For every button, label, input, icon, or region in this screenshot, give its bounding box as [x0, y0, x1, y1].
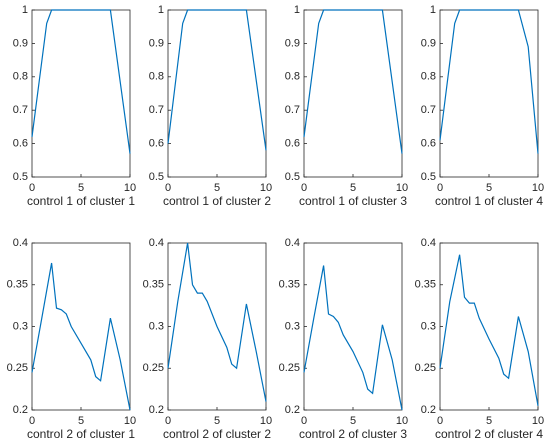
data-line	[167, 242, 267, 402]
y-tick-label: 0.35	[415, 279, 436, 291]
y-tick-label: 0.35	[143, 279, 164, 291]
y-tick-label: 0.2	[13, 404, 28, 416]
y-tick-label: 0.6	[285, 138, 300, 150]
y-tick-label: 0.2	[285, 404, 300, 416]
y-tick-label: 0.9	[13, 37, 28, 49]
x-tick-label: 10	[260, 182, 272, 194]
y-tick-label: 0.8	[421, 71, 436, 83]
y-tick-label: 0.25	[415, 362, 436, 374]
y-tick-label: 0.4	[285, 237, 300, 249]
data-line	[31, 262, 131, 411]
y-tick-label: 0.8	[13, 71, 28, 83]
data-line	[439, 254, 539, 406]
axes-box	[167, 9, 267, 178]
y-tick-label: 0.35	[7, 279, 28, 291]
x-tick-label: 10	[396, 415, 408, 427]
x-tick-label: 5	[214, 182, 220, 194]
x-tick-label: 0	[165, 415, 171, 427]
x-tick-label: 0	[29, 415, 35, 427]
axes-box	[439, 9, 539, 178]
data-line	[439, 9, 539, 154]
x-axis-label: control 1 of cluster 3	[299, 194, 407, 208]
y-tick-label: 0.35	[279, 279, 300, 291]
x-axis-label: control 2 of cluster 2	[163, 427, 271, 441]
x-tick-label: 0	[301, 182, 307, 194]
data-line	[31, 9, 131, 154]
x-tick-label: 5	[350, 182, 356, 194]
data-line	[167, 9, 267, 151]
data-line	[303, 9, 403, 154]
y-tick-label: 0.5	[285, 171, 300, 183]
x-tick-label: 0	[29, 182, 35, 194]
axes-box	[31, 9, 131, 178]
y-tick-label: 1	[158, 4, 164, 16]
y-tick-label: 0.8	[149, 71, 164, 83]
y-tick-label: 0.5	[149, 171, 164, 183]
x-tick-label: 10	[396, 182, 408, 194]
axes-box	[303, 242, 403, 411]
axes-box	[31, 242, 131, 411]
y-tick-label: 0.6	[421, 138, 436, 150]
x-tick-label: 10	[260, 415, 272, 427]
x-tick-label: 0	[437, 182, 443, 194]
y-tick-label: 0.9	[149, 37, 164, 49]
x-tick-label: 10	[532, 415, 544, 427]
y-tick-label: 1	[294, 4, 300, 16]
x-tick-label: 10	[124, 415, 136, 427]
axes-box	[439, 242, 539, 411]
data-line	[303, 265, 403, 411]
x-tick-label: 5	[78, 415, 84, 427]
x-tick-label: 5	[486, 415, 492, 427]
y-tick-label: 0.6	[149, 138, 164, 150]
x-axis-label: control 2 of cluster 3	[299, 427, 407, 441]
y-tick-label: 1	[22, 4, 28, 16]
x-axis-label: control 2 of cluster 1	[27, 427, 135, 441]
y-tick-label: 0.7	[13, 104, 28, 116]
y-tick-label: 0.4	[149, 237, 164, 249]
y-tick-label: 0.7	[285, 104, 300, 116]
x-tick-label: 5	[350, 415, 356, 427]
x-axis-label: control 1 of cluster 4	[435, 194, 543, 208]
y-tick-label: 0.2	[421, 404, 436, 416]
x-tick-label: 5	[486, 182, 492, 194]
x-tick-label: 5	[78, 182, 84, 194]
x-tick-label: 5	[214, 415, 220, 427]
y-tick-label: 0.3	[13, 320, 28, 332]
y-tick-label: 0.3	[149, 320, 164, 332]
y-tick-label: 0.7	[421, 104, 436, 116]
y-tick-label: 0.25	[143, 362, 164, 374]
x-axis-label: control 1 of cluster 1	[27, 194, 135, 208]
y-tick-label: 0.4	[13, 237, 28, 249]
y-tick-label: 0.25	[279, 362, 300, 374]
y-tick-label: 0.3	[421, 320, 436, 332]
axes-box	[303, 9, 403, 178]
y-tick-label: 0.7	[149, 104, 164, 116]
x-tick-label: 0	[165, 182, 171, 194]
y-tick-label: 0.8	[285, 71, 300, 83]
y-tick-label: 1	[430, 4, 436, 16]
y-tick-label: 0.4	[421, 237, 436, 249]
x-tick-label: 0	[437, 415, 443, 427]
x-tick-label: 10	[532, 182, 544, 194]
y-tick-label: 0.25	[7, 362, 28, 374]
y-tick-label: 0.2	[149, 404, 164, 416]
y-tick-label: 0.5	[13, 171, 28, 183]
y-tick-label: 0.6	[13, 138, 28, 150]
x-axis-label: control 1 of cluster 2	[163, 194, 271, 208]
x-axis-label: control 2 of cluster 4	[435, 427, 543, 441]
y-tick-label: 0.9	[421, 37, 436, 49]
x-tick-label: 10	[124, 182, 136, 194]
y-tick-label: 0.9	[285, 37, 300, 49]
y-tick-label: 0.3	[285, 320, 300, 332]
y-tick-label: 0.5	[421, 171, 436, 183]
x-tick-label: 0	[301, 415, 307, 427]
